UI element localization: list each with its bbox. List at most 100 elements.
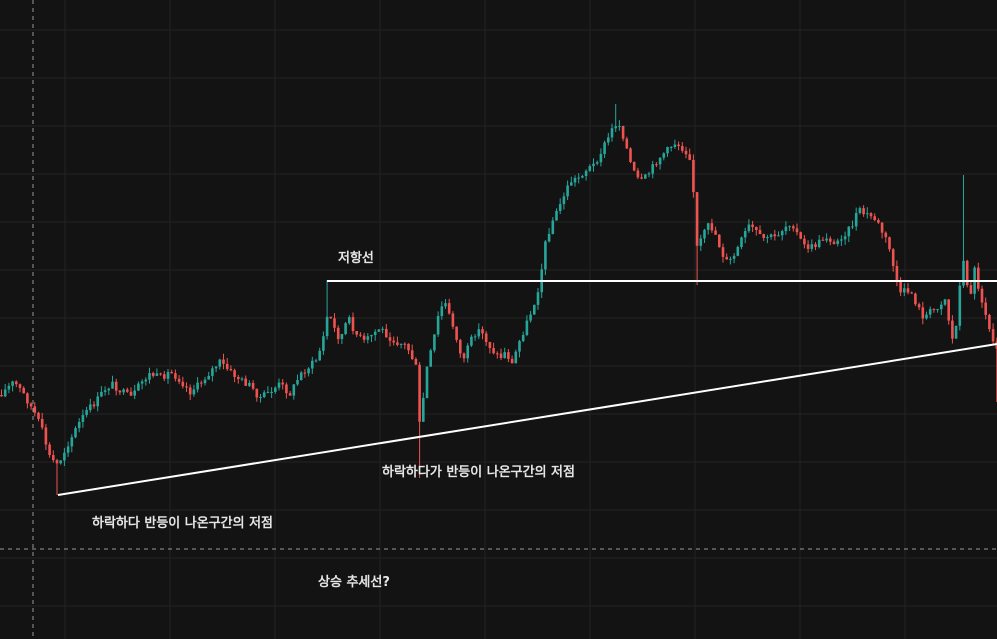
candle-body	[311, 360, 314, 369]
candle-body	[140, 381, 144, 384]
candle-body	[107, 388, 111, 391]
candle-body	[429, 350, 432, 367]
candle-body	[459, 339, 462, 354]
candle-body	[821, 239, 825, 241]
candle-body	[373, 331, 377, 336]
candle-body	[558, 204, 562, 211]
candle-body	[44, 427, 48, 445]
candle-body	[385, 328, 388, 338]
candle-body	[555, 210, 558, 221]
candle-body	[962, 260, 965, 286]
candle-body	[496, 353, 499, 355]
candle-body	[233, 370, 236, 378]
candle-body	[63, 452, 66, 461]
candle-body	[11, 381, 14, 386]
candle-body	[536, 292, 540, 305]
candle-body	[196, 382, 199, 390]
candle-body	[89, 404, 92, 411]
candle-body	[77, 421, 81, 429]
candle-body	[858, 208, 862, 213]
candle-body	[658, 157, 662, 165]
candle-body	[15, 381, 18, 385]
candle-body	[266, 392, 270, 394]
candle-body	[851, 226, 854, 228]
candle-body	[525, 320, 529, 335]
candle-body	[7, 385, 11, 390]
candle-body	[248, 382, 251, 386]
candle-body	[740, 237, 743, 248]
candle-body	[170, 371, 173, 374]
candle-body	[74, 428, 77, 438]
candle-body	[884, 232, 888, 238]
candle-body	[529, 314, 532, 321]
candle-body	[947, 299, 950, 321]
candle-body	[588, 166, 592, 171]
candle-body	[854, 212, 858, 227]
candle-body	[703, 229, 706, 239]
candle-body	[362, 335, 366, 340]
candle-body	[277, 382, 281, 388]
uptrend-line[interactable]	[57, 343, 997, 496]
candle-body	[481, 329, 484, 334]
candle-body	[684, 150, 688, 155]
candle-body	[762, 234, 765, 238]
trendline-label: 상승 추세선?	[318, 574, 390, 590]
candle-body	[644, 174, 647, 179]
candle-body	[610, 128, 614, 138]
candle-body	[792, 226, 795, 229]
candle-body	[817, 239, 821, 247]
candle-body	[706, 223, 710, 230]
candle-body	[81, 415, 85, 422]
candle-body	[943, 299, 947, 305]
candle-body	[484, 333, 488, 342]
candle-body	[673, 144, 677, 148]
candle-body	[414, 358, 418, 365]
candle-body	[618, 126, 621, 128]
candle-body	[547, 233, 551, 242]
candle-body	[729, 258, 732, 260]
candle-body	[329, 316, 333, 319]
candle-body	[114, 381, 118, 391]
candle-body	[451, 313, 455, 327]
candle-body	[218, 359, 222, 367]
candle-body	[806, 244, 810, 249]
candle-body	[166, 371, 170, 379]
candle-body	[607, 137, 610, 143]
candle-body	[710, 223, 714, 231]
candle-body	[936, 309, 939, 311]
candle-body	[832, 241, 836, 244]
candle-body	[840, 239, 843, 241]
candle-body	[632, 162, 636, 171]
candle-body	[777, 235, 780, 237]
candle-body	[614, 126, 617, 129]
candle-body	[699, 238, 703, 246]
candles	[0, 104, 997, 495]
candle-body	[795, 228, 799, 233]
candle-body	[129, 391, 133, 396]
candle-body	[29, 403, 33, 407]
candle-body	[225, 363, 229, 369]
candle-body	[403, 343, 407, 345]
candle-body	[214, 366, 218, 369]
candle-body	[292, 384, 296, 396]
candle-body	[381, 328, 384, 330]
candle-body	[340, 334, 344, 340]
candle-body	[222, 359, 225, 364]
candle-body	[207, 375, 210, 380]
candle-body	[940, 304, 943, 310]
candle-body	[144, 379, 148, 382]
candle-body	[418, 364, 421, 422]
candle-body	[621, 126, 625, 139]
candle-body	[991, 329, 995, 342]
candle-body	[829, 238, 832, 242]
candle-body	[377, 329, 381, 332]
candle-body	[444, 303, 447, 307]
candle-body	[577, 177, 580, 179]
candle-body	[192, 389, 196, 395]
candle-body	[59, 460, 62, 464]
candle-body	[625, 138, 629, 149]
candle-body	[92, 404, 96, 407]
candle-body	[26, 393, 29, 404]
